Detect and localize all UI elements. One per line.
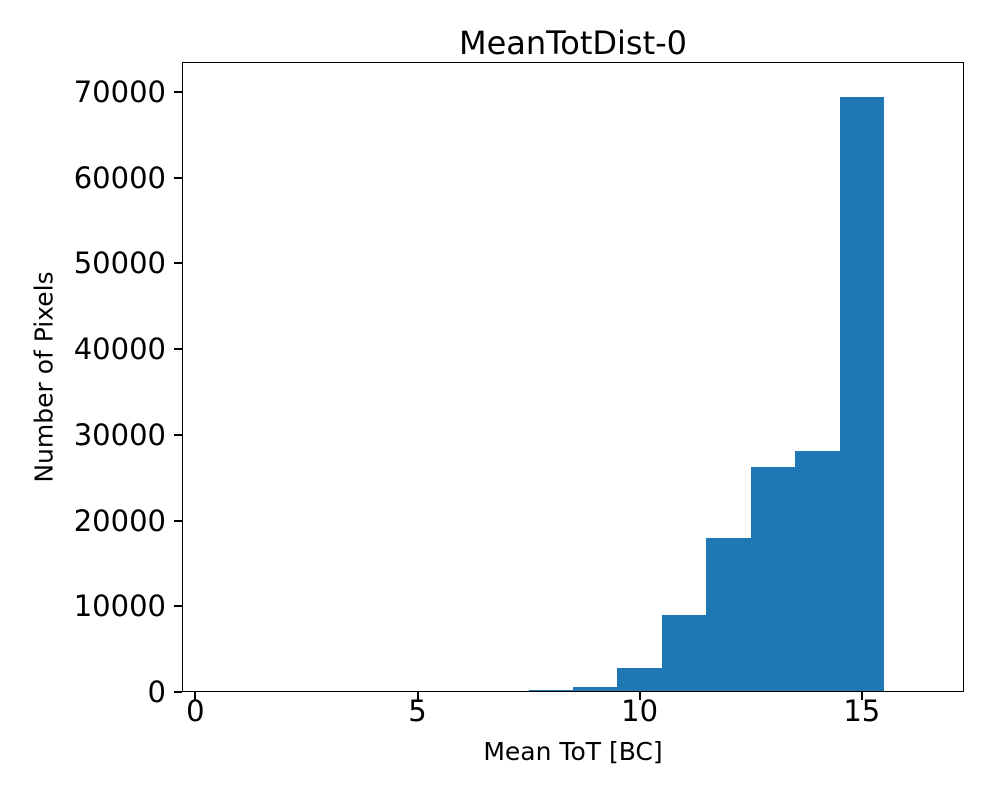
- y-tick-label: 50000: [73, 246, 166, 281]
- y-tick-mark: [174, 348, 182, 351]
- y-tick-label: 70000: [73, 75, 166, 109]
- x-tick-label: 0: [186, 694, 205, 728]
- y-tick-mark: [174, 691, 182, 693]
- y-tick-label: 40000: [73, 332, 166, 367]
- x-tick-mark: [860, 692, 863, 700]
- x-tick-mark: [194, 692, 197, 700]
- x-axis-label: Mean ToT [BC]: [483, 737, 663, 766]
- y-tick-mark: [174, 176, 182, 179]
- x-tick-label: 5: [408, 694, 427, 728]
- y-tick-mark: [174, 519, 182, 522]
- x-tick-mark: [416, 692, 419, 700]
- chart-title: MeanTotDist-0: [458, 24, 688, 62]
- x-tick-mark: [638, 692, 641, 700]
- histogram-bar: [528, 689, 573, 692]
- y-tick-mark: [174, 91, 182, 93]
- y-tick-label: 60000: [73, 160, 166, 195]
- histogram-bar: [839, 97, 884, 692]
- x-tick-label: 15: [843, 694, 881, 728]
- histogram-bar: [661, 614, 707, 692]
- y-tick-label: 0: [147, 675, 166, 709]
- y-tick-label: 20000: [73, 503, 166, 538]
- histogram-bar: [750, 467, 796, 692]
- y-tick-mark: [174, 605, 182, 608]
- histogram-bar: [795, 451, 840, 692]
- y-tick-mark: [174, 262, 182, 265]
- histogram-bar: [617, 668, 662, 692]
- y-tick-mark: [174, 433, 182, 436]
- histogram-bar: [706, 537, 751, 692]
- y-tick-label: 30000: [73, 417, 166, 452]
- histogram-bar: [573, 686, 618, 692]
- y-tick-label: 10000: [73, 589, 166, 624]
- x-tick-label: 10: [621, 694, 659, 728]
